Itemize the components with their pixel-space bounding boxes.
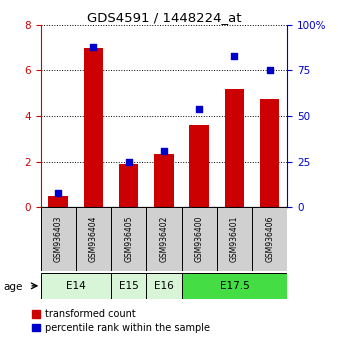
Bar [84,47,103,207]
Bar [260,99,280,207]
Text: GSM936400: GSM936400 [195,216,204,262]
Bar [154,154,174,207]
Point [55,190,61,195]
Text: GSM936403: GSM936403 [54,216,63,262]
Bar [182,207,217,271]
Text: E15: E15 [119,281,139,291]
Bar [111,207,146,271]
Title: GDS4591 / 1448224_at: GDS4591 / 1448224_at [87,11,241,24]
Text: GSM936405: GSM936405 [124,216,133,262]
Text: E17.5: E17.5 [220,281,249,291]
Bar [252,207,287,271]
Text: GSM936402: GSM936402 [160,216,168,262]
Bar [190,125,209,207]
Bar [41,207,76,271]
Text: GSM936404: GSM936404 [89,216,98,262]
Bar [48,196,68,207]
Point [126,159,131,164]
Bar [41,273,111,299]
Bar [76,207,111,271]
Point [161,148,167,153]
Point [196,106,202,112]
Text: E14: E14 [66,281,86,291]
Text: age: age [3,282,23,292]
Text: GSM936401: GSM936401 [230,216,239,262]
Point [232,53,237,59]
Point [91,44,96,50]
Bar [182,273,287,299]
Legend: transformed count, percentile rank within the sample: transformed count, percentile rank withi… [32,309,210,333]
Bar [111,273,146,299]
Bar [146,273,182,299]
Bar [146,207,182,271]
Point [267,68,272,73]
Text: E16: E16 [154,281,174,291]
Bar [119,164,138,207]
Bar [217,207,252,271]
Bar [225,88,244,207]
Text: GSM936406: GSM936406 [265,216,274,262]
